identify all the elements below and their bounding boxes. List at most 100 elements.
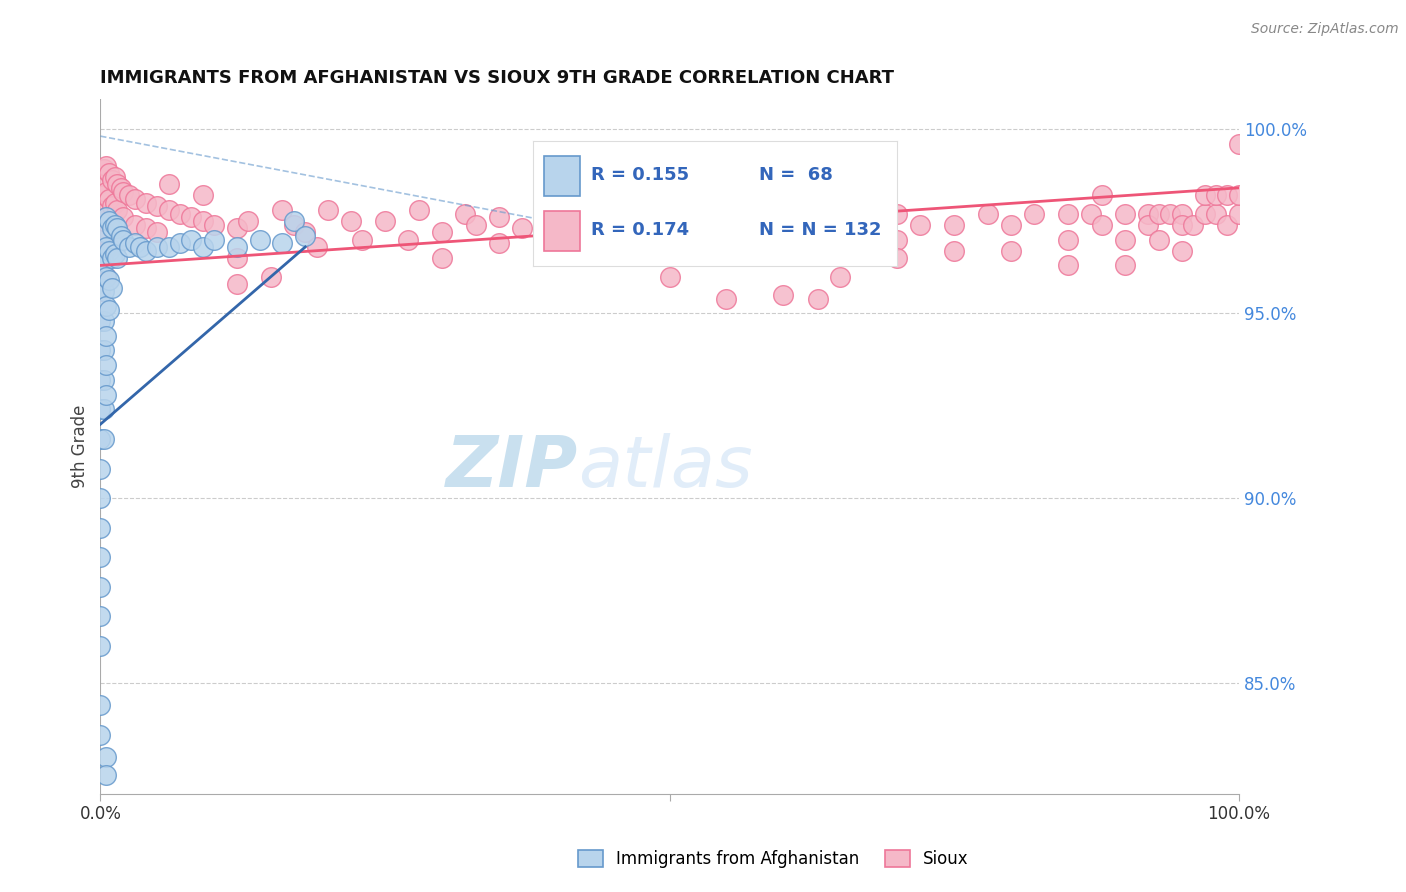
Point bbox=[1091, 218, 1114, 232]
Point bbox=[89, 228, 111, 243]
Point bbox=[716, 207, 738, 221]
Point bbox=[488, 211, 510, 225]
Point bbox=[89, 202, 111, 217]
Point bbox=[772, 207, 794, 221]
Point bbox=[1216, 188, 1239, 202]
Point bbox=[93, 373, 115, 387]
Point bbox=[681, 218, 703, 232]
Point bbox=[107, 177, 129, 191]
Point bbox=[886, 233, 908, 247]
Point bbox=[1136, 207, 1159, 221]
Point bbox=[112, 211, 135, 225]
Point bbox=[169, 207, 191, 221]
Legend: Immigrants from Afghanistan, Sioux: Immigrants from Afghanistan, Sioux bbox=[571, 843, 976, 875]
Point bbox=[124, 192, 146, 206]
Point bbox=[716, 292, 738, 306]
Point bbox=[1171, 207, 1194, 221]
Point bbox=[118, 188, 141, 202]
Point bbox=[567, 207, 589, 221]
Point bbox=[157, 240, 180, 254]
Point bbox=[104, 218, 127, 232]
Point bbox=[110, 181, 132, 195]
Point bbox=[1205, 207, 1227, 221]
Point bbox=[305, 240, 328, 254]
Point bbox=[408, 202, 430, 217]
Point bbox=[1194, 188, 1216, 202]
Point bbox=[98, 166, 121, 180]
Point bbox=[191, 214, 214, 228]
Point bbox=[294, 228, 316, 243]
Point bbox=[93, 162, 115, 177]
Point bbox=[94, 269, 117, 284]
Point bbox=[169, 236, 191, 251]
Point bbox=[1227, 188, 1250, 202]
Point bbox=[124, 236, 146, 251]
Point bbox=[98, 244, 121, 258]
Point bbox=[93, 285, 115, 299]
Point bbox=[93, 214, 115, 228]
Point bbox=[1171, 244, 1194, 258]
Point bbox=[157, 177, 180, 191]
Point bbox=[510, 221, 533, 235]
Point bbox=[100, 173, 122, 187]
Point bbox=[544, 218, 567, 232]
Point bbox=[453, 207, 475, 221]
Point bbox=[249, 233, 271, 247]
Point bbox=[89, 580, 111, 594]
Point bbox=[93, 402, 115, 417]
Point bbox=[238, 214, 260, 228]
Point bbox=[1147, 233, 1170, 247]
Point bbox=[146, 225, 169, 239]
Point bbox=[89, 521, 111, 535]
Point bbox=[830, 218, 852, 232]
Point bbox=[104, 169, 127, 184]
Point bbox=[180, 233, 202, 247]
Point bbox=[1227, 207, 1250, 221]
Point bbox=[226, 221, 249, 235]
Point bbox=[1114, 207, 1136, 221]
Point bbox=[94, 768, 117, 782]
Point bbox=[1114, 233, 1136, 247]
Point bbox=[89, 402, 111, 417]
Point bbox=[806, 292, 828, 306]
Point bbox=[89, 280, 111, 294]
Point bbox=[294, 225, 316, 239]
Point bbox=[908, 218, 931, 232]
Point bbox=[124, 218, 146, 232]
Point bbox=[135, 244, 157, 258]
Point bbox=[602, 218, 624, 232]
Point bbox=[430, 251, 453, 265]
Point bbox=[430, 225, 453, 239]
Point bbox=[943, 244, 966, 258]
Point bbox=[93, 254, 115, 268]
Point bbox=[89, 314, 111, 328]
Point bbox=[98, 240, 121, 254]
Point bbox=[89, 259, 111, 273]
Point bbox=[1171, 218, 1194, 232]
Point bbox=[749, 207, 772, 221]
Point bbox=[658, 207, 681, 221]
Point bbox=[226, 251, 249, 265]
Point bbox=[830, 269, 852, 284]
Point bbox=[191, 188, 214, 202]
Point bbox=[89, 373, 111, 387]
Point bbox=[283, 214, 305, 228]
Point bbox=[226, 277, 249, 291]
Point bbox=[624, 233, 647, 247]
Text: ZIP: ZIP bbox=[446, 433, 578, 502]
Point bbox=[283, 218, 305, 232]
Point bbox=[226, 240, 249, 254]
Point bbox=[943, 218, 966, 232]
Point bbox=[146, 240, 169, 254]
Point bbox=[98, 273, 121, 287]
Point bbox=[602, 244, 624, 258]
Point bbox=[772, 288, 794, 302]
Point bbox=[716, 233, 738, 247]
Point bbox=[93, 225, 115, 239]
Point bbox=[89, 461, 111, 475]
Point bbox=[1205, 188, 1227, 202]
Point bbox=[118, 240, 141, 254]
Point bbox=[89, 432, 111, 446]
Text: IMMIGRANTS FROM AFGHANISTAN VS SIOUX 9TH GRADE CORRELATION CHART: IMMIGRANTS FROM AFGHANISTAN VS SIOUX 9TH… bbox=[100, 69, 894, 87]
Point bbox=[271, 202, 294, 217]
